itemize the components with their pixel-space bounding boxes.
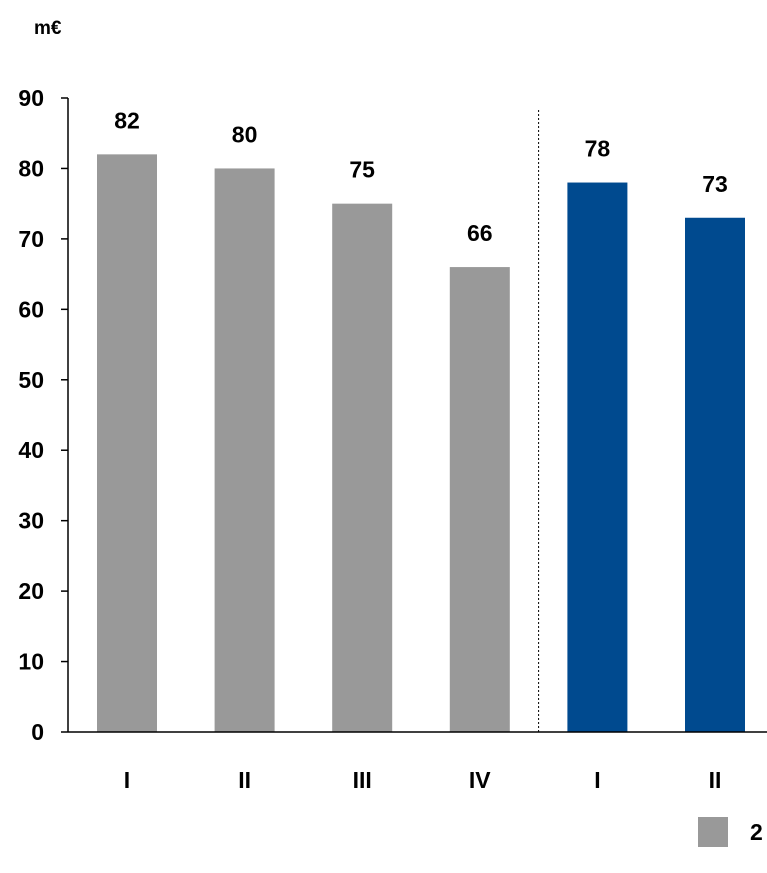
bar xyxy=(332,203,393,732)
data-label: 75 xyxy=(349,157,375,183)
data-labels: 82 80 75 66 78 73 xyxy=(114,107,728,246)
bar xyxy=(449,267,510,732)
bar xyxy=(97,154,157,732)
data-label: 66 xyxy=(467,220,493,246)
y-tick-label: 80 xyxy=(18,155,44,181)
x-tick-label: IV xyxy=(469,767,491,793)
bar xyxy=(567,182,628,733)
data-label: 73 xyxy=(702,171,728,197)
bar xyxy=(685,217,745,732)
y-tick-label: 20 xyxy=(18,578,44,604)
x-tick-label: II xyxy=(709,767,722,793)
legend: 2 xyxy=(698,817,763,847)
x-tick-label: II xyxy=(238,767,251,793)
legend-label: 2 xyxy=(750,818,763,845)
y-tick-label: 70 xyxy=(18,226,44,252)
y-tick-label: 90 xyxy=(18,85,44,111)
data-label: 80 xyxy=(232,121,258,147)
data-label: 78 xyxy=(585,136,611,162)
bars xyxy=(97,154,745,733)
x-tick-label: I xyxy=(124,767,130,793)
x-tick-label: III xyxy=(353,767,372,793)
y-axis: 0 10 20 30 40 50 60 70 80 90 xyxy=(18,85,69,745)
unit-label: m€ xyxy=(34,18,62,39)
y-tick-label: 10 xyxy=(18,649,44,675)
legend-swatch xyxy=(698,817,728,847)
y-tick-label: 40 xyxy=(18,437,44,463)
y-tick-label: 60 xyxy=(18,296,44,322)
data-label: 82 xyxy=(114,107,140,133)
y-tick-label: 0 xyxy=(31,719,44,745)
y-tick-label: 30 xyxy=(18,508,44,534)
y-tick-label: 50 xyxy=(18,367,44,393)
bar xyxy=(214,168,275,732)
x-tick-label: I xyxy=(594,767,600,793)
x-tick-labels: I II III IV I II xyxy=(124,767,722,793)
